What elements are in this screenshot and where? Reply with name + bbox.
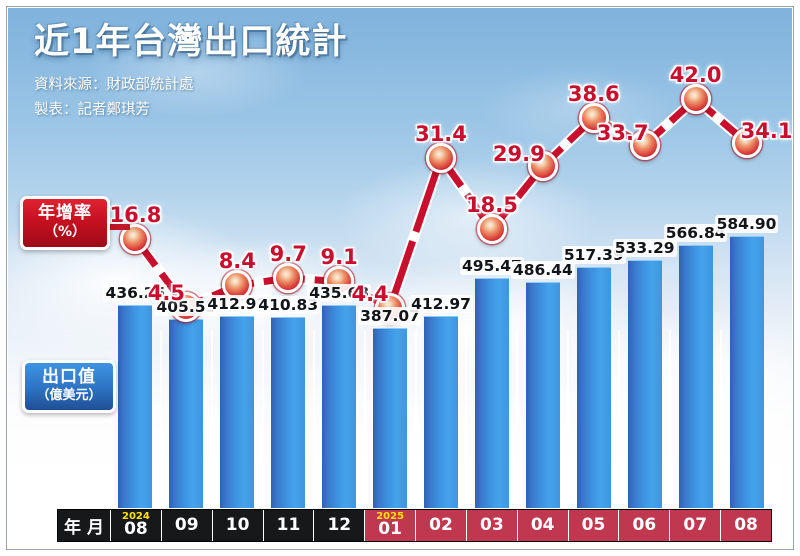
x-axis-month-label: 02 (429, 514, 453, 535)
x-axis-month-label: 04 (530, 514, 555, 535)
x-axis-cell-09: 09 (161, 510, 213, 541)
x-axis-cell-05: 05 (568, 510, 620, 541)
cloud-decoration (308, 258, 648, 398)
haze-decoration (338, 158, 598, 278)
x-axis-cell-08: 08 (721, 510, 771, 541)
x-axis-month-label: 05 (581, 514, 606, 535)
x-axis-cell-202408: 2024 08 (111, 510, 162, 541)
legend-export-value-unit: （億美元） (36, 388, 102, 404)
x-axis-cell-06: 06 (619, 510, 671, 541)
x-axis-month-label: 07 (683, 514, 708, 535)
page-title: 近1年台灣出口統計 (34, 22, 348, 62)
legend-export-value: 出口值 （億美元） (22, 360, 116, 413)
cloud-decoration (128, 238, 388, 368)
legend-growth-rate-unit: （%） (43, 224, 87, 241)
source-text: 資料來源：財政部統計處 (34, 76, 194, 93)
author-text: 製表：記者鄭琪芳 (34, 101, 150, 118)
x-axis-cell-202501: 2025 01 (365, 510, 417, 541)
legend-connector (108, 224, 130, 230)
x-axis-cell-07: 07 (670, 510, 722, 541)
x-axis-month-label: 10 (225, 514, 250, 535)
x-axis-month-label: 06 (632, 514, 657, 535)
cloud-decoration (478, 68, 678, 148)
x-axis-cell-03: 03 (466, 510, 518, 541)
legend-export-value-label: 出口值 (42, 367, 96, 387)
title-block: 近1年台灣出口統計 資料來源：財政部統計處 製表：記者鄭琪芳 (34, 24, 347, 123)
x-axis-cell-11: 11 (263, 510, 315, 541)
x-axis-month-label: 08 (124, 519, 148, 540)
legend-growth-rate: 年增率 （%） (20, 196, 110, 250)
x-axis-cell-04: 04 (517, 510, 569, 541)
x-axis-month-label: 11 (276, 514, 301, 535)
legend-growth-rate-label: 年增率 (38, 203, 92, 223)
x-axis-month-label: 03 (479, 514, 504, 535)
x-axis-month-label: 08 (734, 514, 758, 535)
x-axis-year-label: 2025 (376, 511, 405, 523)
x-axis-month-label: 09 (174, 514, 199, 535)
x-axis-cell-12: 12 (314, 510, 366, 541)
x-axis-row: 年月 2024 08 09 10 11 12 2025 01 02 03 04 05 06 07 08 (57, 509, 772, 542)
cloud-decoration (528, 308, 792, 468)
x-axis-month-label: 01 (378, 519, 402, 540)
x-axis-cell-02: 02 (416, 510, 467, 541)
x-axis-cell-10: 10 (212, 510, 264, 541)
x-axis-header: 年月 (58, 510, 111, 541)
x-axis-year-label: 2024 (122, 511, 150, 523)
x-axis-month-label: 12 (327, 514, 352, 535)
